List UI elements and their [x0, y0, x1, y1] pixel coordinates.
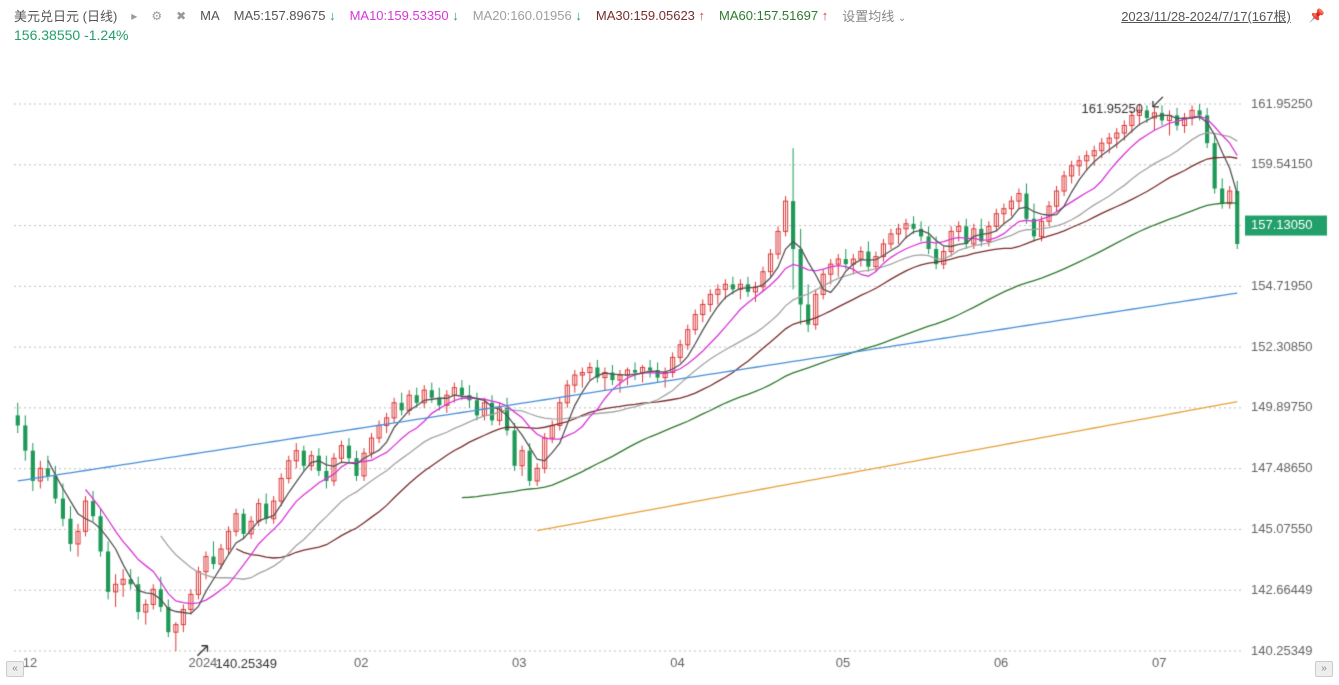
price-change: -1.24% [84, 27, 128, 43]
last-price: 156.38550 [14, 27, 80, 43]
gear-icon[interactable]: ⚙ [151, 9, 162, 23]
close-icon[interactable]: ✖ [176, 9, 186, 23]
ma30-indicator: MA30:159.05623 ↑ [596, 8, 705, 23]
expand-icon[interactable]: ▸ [131, 9, 137, 23]
ma10-indicator: MA10:159.53350 ↓ [350, 8, 459, 23]
ma60-indicator: MA60:157.51697 ↑ [719, 8, 828, 23]
ma-label: MA [200, 8, 220, 23]
pin-icon[interactable]: 📌 [1309, 8, 1325, 24]
ma-settings-link[interactable]: 设置均线 ⌄ [842, 6, 906, 25]
ma5-indicator: MA5:157.89675 ↓ [234, 8, 336, 23]
ma20-indicator: MA20:160.01956 ↓ [473, 8, 582, 23]
instrument-title: 美元兑日元 (日线) [14, 6, 117, 25]
date-range[interactable]: 2023/11/28-2024/7/17(167根) [1121, 6, 1291, 25]
chart-header: 美元兑日元 (日线) ▸ ⚙ ✖ MA MA5:157.89675 ↓ MA10… [0, 0, 1339, 27]
candlestick-chart[interactable] [6, 56, 1333, 679]
price-subheader: 156.38550 -1.24% [0, 27, 1339, 49]
scroll-left-button[interactable]: « [6, 661, 24, 677]
chart-area[interactable] [6, 56, 1333, 679]
scroll-right-button[interactable]: » [1315, 661, 1333, 677]
